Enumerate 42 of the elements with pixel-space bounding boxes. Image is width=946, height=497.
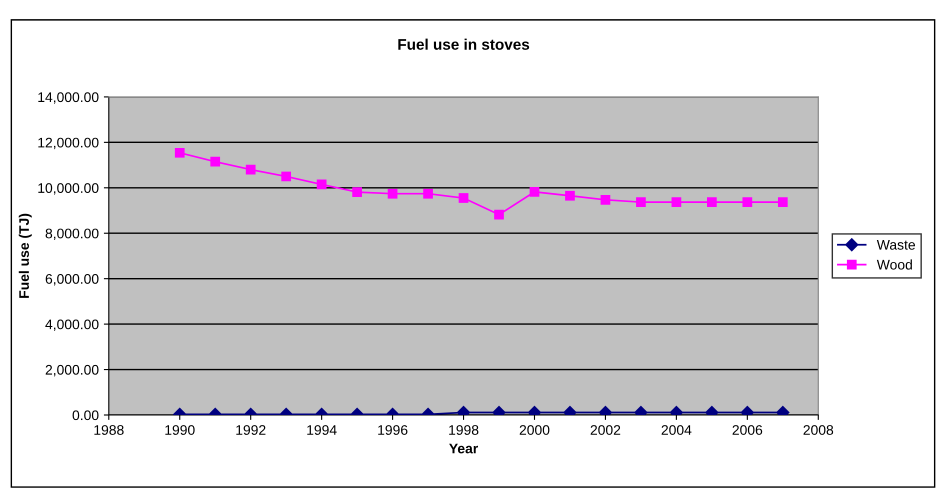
x-tick-label: 1988 [94, 425, 124, 435]
point [672, 197, 682, 207]
point [352, 187, 362, 197]
point [778, 197, 788, 207]
x-tick-label: 1996 [378, 425, 408, 435]
point [423, 188, 433, 199]
y-axis-title: Fuel use (TJ) [18, 214, 32, 298]
x-tick-label: 1990 [165, 425, 195, 435]
x-tick-label: 2006 [732, 425, 762, 435]
y-tick-label: 6,000.00 [46, 274, 99, 286]
point [742, 197, 752, 207]
legend-label: Wood [876, 259, 912, 270]
x-tick-label: 1998 [449, 425, 478, 435]
point [530, 187, 540, 197]
y-tick-label: 10,000.00 [38, 183, 99, 195]
point [565, 190, 575, 201]
y-tick-label: 4,000.00 [45, 319, 99, 331]
point [494, 210, 504, 220]
x-tick-label: 1992 [236, 425, 266, 435]
point [388, 188, 398, 199]
x-tick-label: 2008 [804, 425, 834, 435]
point [707, 197, 717, 207]
y-tick-label: 14,000.00 [38, 92, 99, 104]
legend-label: Waste [876, 240, 915, 250]
x-tick-label: 1994 [307, 425, 337, 435]
x-tick-label: 2000 [520, 425, 550, 435]
point [210, 156, 220, 167]
x-tick-label: 2002 [590, 425, 620, 435]
y-tick-label: 8,000.00 [46, 228, 99, 240]
y-tick-label: 12,000.00 [38, 138, 99, 150]
x-tick-label: 2004 [662, 425, 692, 435]
x-axis-title: Year [449, 444, 478, 454]
point [458, 193, 468, 203]
point [600, 194, 610, 205]
point [174, 148, 185, 158]
y-tick-label: 0.00 [72, 410, 99, 420]
point [636, 197, 646, 207]
point [281, 172, 292, 182]
point [246, 164, 256, 174]
point [316, 180, 326, 190]
chart-title: Fuel use in stoves [398, 38, 530, 50]
y-tick-label: 2,000.00 [46, 364, 99, 376]
